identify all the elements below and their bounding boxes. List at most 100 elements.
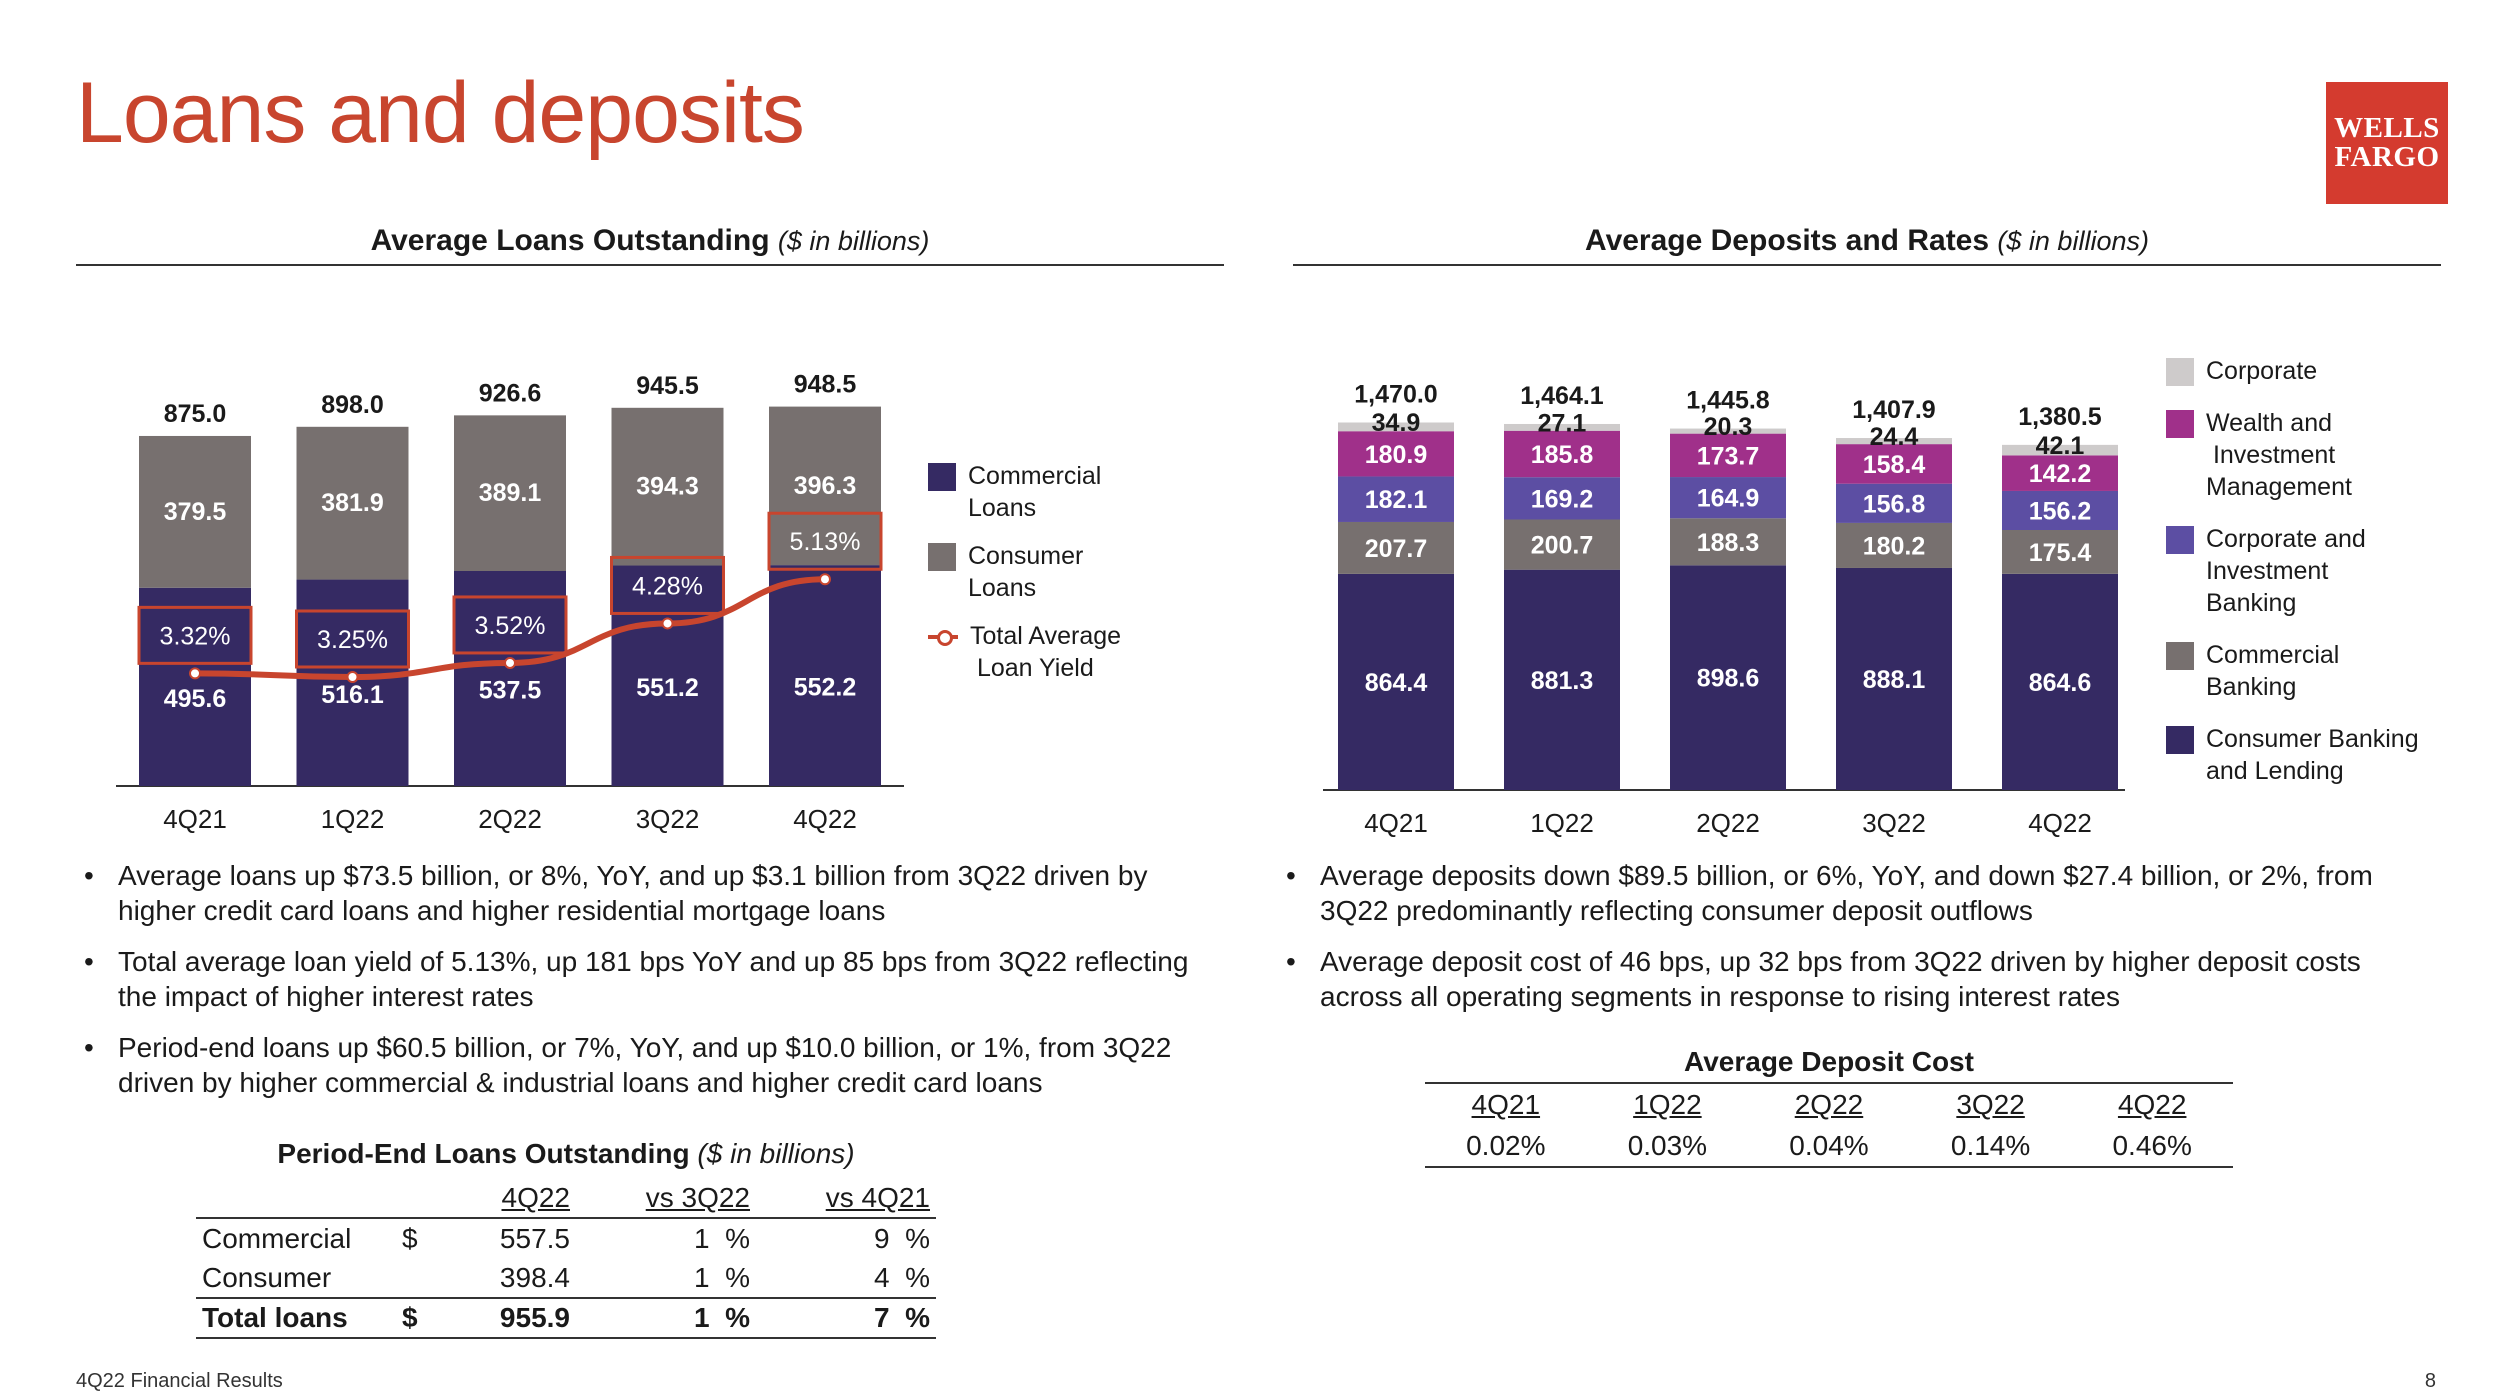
- data-label-commercial: 516.1: [321, 681, 384, 709]
- data-label-commercial-banking: 188.3: [1697, 529, 1760, 557]
- period-end-table-title: Period-End Loans Outstanding ($ in billi…: [196, 1138, 936, 1170]
- bar-commercial-loans: [769, 565, 881, 786]
- data-label-corporate: 20.3: [1704, 413, 1753, 441]
- bar-consumer-banking: [1670, 565, 1786, 790]
- bar-wealth-investment-mgmt: [1504, 430, 1620, 478]
- deposits-legend-item: Corporate: [2166, 355, 2317, 387]
- data-label-corporate-investment-banking: 156.8: [1863, 490, 1926, 518]
- row-vs4q-num: 9: [873, 1222, 890, 1254]
- data-label-total: 948.5: [794, 371, 857, 399]
- row-vs4q-num: 4: [873, 1261, 890, 1293]
- bar-commercial-banking: [2002, 530, 2118, 574]
- legend-label: Commercial Loans: [968, 462, 1102, 522]
- deposit-cost-quarter: 4Q21: [1471, 1088, 1541, 1120]
- loans-chart-heading-unit: ($ in billions): [777, 226, 930, 256]
- row-vs4q: 4 %: [756, 1258, 936, 1298]
- deposit-cost-value: 0.14%: [1950, 1129, 2031, 1161]
- loans-legend-item: Consumer Loans: [928, 540, 1083, 604]
- logo-line-2: FARGO: [2334, 141, 2440, 173]
- table-header-cell: vs 4Q21: [756, 1178, 936, 1219]
- bar-commercial-banking: [1836, 522, 1952, 568]
- x-tick-label: 2Q22: [1696, 808, 1760, 838]
- data-label-total: 1,464.1: [1520, 382, 1604, 410]
- deposits-legend-item: Wealth and Investment Management: [2166, 407, 2352, 503]
- loan-yield-label-box: [452, 595, 568, 655]
- row-value: 557.5: [499, 1222, 570, 1254]
- data-label-consumer-banking: 864.4: [1365, 669, 1428, 697]
- data-label-corporate-investment-banking: 169.2: [1531, 485, 1594, 513]
- bar-corporate-investment-banking: [1670, 477, 1786, 519]
- loan-yield-line: [194, 576, 826, 681]
- bar-commercial-banking: [1504, 519, 1620, 570]
- data-label-consumer: 396.3: [794, 472, 857, 500]
- data-label-consumer-banking: 864.6: [2029, 669, 2092, 697]
- deposit-cost-quarter: 4Q22: [2117, 1088, 2187, 1120]
- data-label-wealth-investment-mgmt: 185.8: [1531, 441, 1594, 469]
- bar-corporate: [1836, 438, 1952, 445]
- row-vs4q: 9 %: [756, 1218, 936, 1258]
- data-label-consumer: 379.5: [164, 498, 227, 526]
- bar-commercial-loans: [611, 565, 724, 786]
- deposits-chart: 864.4 207.7 182.1 180.9 34.91,470.0 4Q21 881.3…: [1323, 381, 2125, 838]
- legend-label: Corporate and Investment Banking: [2206, 525, 2366, 617]
- loan-yield-point: [819, 573, 831, 586]
- loans-bullet-1: Average loans up $73.5 billion, or 8%, Y…: [76, 858, 1226, 928]
- header-vs-3q22: vs 3Q22: [645, 1181, 750, 1213]
- legend-swatch: [928, 463, 956, 491]
- bar-corporate: [1670, 428, 1786, 434]
- row-currency: [396, 1258, 446, 1298]
- x-tick-label: 3Q22: [636, 804, 700, 834]
- wells-fargo-logo: WELLS FARGO: [2326, 82, 2448, 204]
- table-row-total: Total loans $ 955.9 1 % 7 %: [196, 1297, 936, 1339]
- bar-corporate-investment-banking: [2002, 490, 2118, 530]
- row-vs3q-num: 1: [693, 1302, 710, 1333]
- period-end-loans-table: 4Q22 vs 3Q22 vs 4Q21 Commercial $ 557.5 …: [196, 1178, 936, 1339]
- table-row: Consumer 398.4 1 % 4 %: [196, 1258, 936, 1298]
- legend-swatch: [2166, 526, 2194, 554]
- bar-consumer-banking: [1836, 567, 1952, 790]
- deposits-bullets: Average deposits down $89.5 billion, or …: [1278, 858, 2428, 1030]
- data-label-commercial-banking: 180.2: [1863, 532, 1926, 560]
- deposit-cost-value: 0.04%: [1789, 1129, 1869, 1161]
- bar-consumer-banking: [1504, 569, 1620, 790]
- logo-line-1: WELLS: [2334, 112, 2440, 144]
- data-label-corporate: 34.9: [1372, 409, 1421, 437]
- loans-bullet-2: Total average loan yield of 5.13%, up 18…: [76, 944, 1226, 1014]
- data-label-corporate-investment-banking: 156.2: [2029, 497, 2092, 525]
- bar-corporate: [1504, 423, 1620, 431]
- header-4q22: 4Q22: [501, 1181, 571, 1213]
- loans-chart: 495.6 379.5 875.0 4Q21 516.1 381.9 898.0 1Q22 53…: [116, 371, 904, 834]
- deposits-legend-item: Commercial Banking: [2166, 639, 2339, 703]
- deposit-cost-table: 4Q21 1Q22 2Q22 3Q22 4Q22 0.02% 0.03% 0.0…: [1425, 1082, 2233, 1168]
- bar-corporate: [1338, 422, 1454, 432]
- period-end-table-unit: ($ in billions): [697, 1138, 855, 1169]
- x-tick-label: 3Q22: [1862, 808, 1926, 838]
- data-label-total: 945.5: [636, 372, 699, 400]
- bar-consumer-banking: [1338, 573, 1454, 790]
- data-label-consumer-banking: 898.6: [1697, 665, 1760, 693]
- data-label-commercial: 537.5: [479, 677, 542, 705]
- data-label-total: 1,407.9: [1852, 396, 1935, 424]
- bar-corporate-investment-banking: [1338, 476, 1454, 522]
- row-currency: $: [396, 1297, 446, 1339]
- loans-bullets: Average loans up $73.5 billion, or 8%, Y…: [76, 858, 1226, 1116]
- loan-yield-label-box: [295, 609, 410, 669]
- data-label-consumer-banking: 881.3: [1531, 667, 1594, 695]
- legend-swatch: [2166, 726, 2194, 754]
- data-label-corporate: 42.1: [2036, 432, 2085, 460]
- data-label-consumer-banking: 888.1: [1863, 666, 1926, 694]
- data-label-total: 1,445.8: [1686, 387, 1770, 415]
- row-vs3q-pct: %: [725, 1302, 750, 1333]
- x-tick-label: 4Q22: [2028, 808, 2092, 838]
- data-label-wealth-investment-mgmt: 158.4: [1863, 451, 1926, 479]
- row-vs4q-pct: %: [905, 1261, 930, 1293]
- bar-consumer-loans: [296, 426, 409, 580]
- row-vs3q-num: 1: [693, 1222, 710, 1254]
- legend-label: Commercial Banking: [2206, 641, 2340, 701]
- legend-label: Wealth and Investment Management: [2206, 409, 2352, 501]
- data-label-commercial-banking: 175.4: [2029, 539, 2092, 567]
- row-vs3q-pct: %: [725, 1222, 750, 1254]
- x-tick-label: 4Q21: [163, 804, 227, 834]
- deposit-cost-value: 0.02%: [1466, 1129, 1546, 1161]
- bar-consumer-loans: [611, 407, 724, 566]
